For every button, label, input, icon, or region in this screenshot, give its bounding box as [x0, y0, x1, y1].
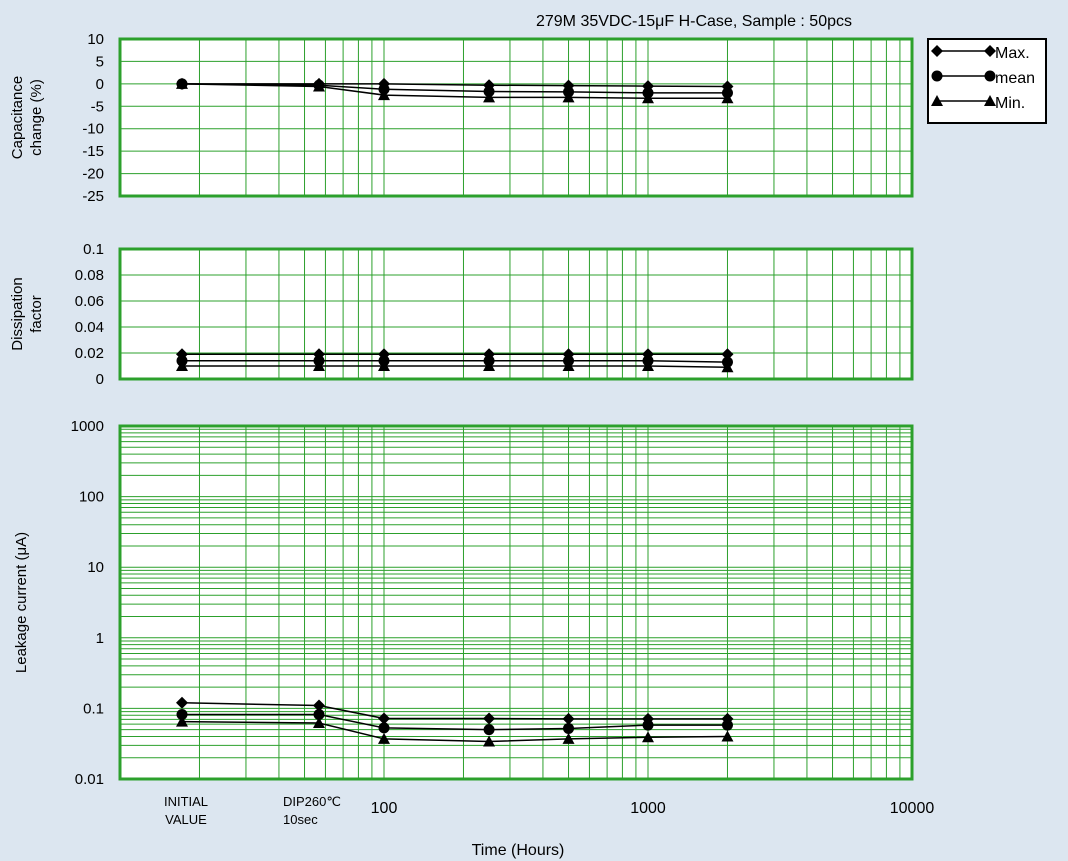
- data-point-triangle: [378, 732, 390, 744]
- y-tick-label: 0.1: [83, 241, 104, 258]
- data-point-triangle: [176, 715, 188, 727]
- legend-marker-circle: [931, 70, 943, 82]
- y-tick-label: 1000: [71, 418, 104, 435]
- y-tick-label: 0.06: [75, 293, 104, 310]
- plot-frame: [118, 247, 914, 381]
- y-tick-label: 0: [96, 76, 104, 93]
- x-tick-label: 100: [371, 800, 398, 817]
- legend-marker-triangle: [984, 95, 996, 106]
- y-tick-label: 0.01: [75, 771, 104, 788]
- y-tick-label: -10: [82, 121, 104, 138]
- data-point-circle: [483, 724, 495, 736]
- y-tick-label: 100: [79, 489, 104, 506]
- series-triangle: [176, 360, 734, 373]
- y-axis-label: Dissipation: [9, 277, 26, 350]
- series-triangle: [176, 715, 734, 747]
- y-tick-label: -20: [82, 166, 104, 183]
- data-point-circle: [642, 719, 654, 731]
- x-axis: INITIAL VALUE DIP260℃ 10sec 100 1000 10000: [164, 794, 934, 827]
- data-point-triangle: [313, 360, 325, 371]
- y-tick-label: -15: [82, 143, 104, 160]
- grid: [120, 39, 912, 196]
- y-tick-label: 0.02: [75, 345, 104, 362]
- data-point-diamond: [483, 712, 496, 725]
- data-point-diamond: [721, 348, 734, 361]
- data-point-triangle: [642, 731, 654, 743]
- y-tick-label: 10: [87, 31, 104, 48]
- data-point-triangle: [721, 730, 734, 742]
- data-point-triangle: [721, 92, 734, 104]
- data-point-circle: [176, 708, 188, 720]
- data-point-triangle: [642, 92, 654, 104]
- data-point-circle: [563, 722, 575, 734]
- legend-marker-diamond: [931, 45, 943, 57]
- y-axis-label: factor: [28, 295, 45, 333]
- data-point-triangle: [562, 91, 575, 103]
- panel-3: 1000 100 10 1 0.1 0.01 Leakage current (μA): [13, 418, 914, 788]
- series-circle: [176, 708, 733, 736]
- data-point-diamond: [562, 712, 575, 725]
- y-tick-label: -25: [82, 188, 104, 205]
- x-axis-label: Time (Hours): [472, 842, 565, 859]
- y-axis-label: change (%): [28, 79, 45, 156]
- x-tick-label: VALUE: [165, 812, 207, 827]
- data-point-triangle: [378, 89, 390, 101]
- x-tick-label: DIP260℃: [283, 794, 341, 809]
- plot-frame: [118, 424, 914, 781]
- x-tick-label: INITIAL: [164, 794, 208, 809]
- y-tick-label: 10: [87, 559, 104, 576]
- y-axis-label: Leakage current (μA): [13, 532, 30, 673]
- legend-marker-diamond: [984, 45, 996, 57]
- data-point-triangle: [176, 77, 188, 89]
- data-point-circle: [721, 719, 733, 731]
- data-point-triangle: [562, 732, 575, 744]
- data-point-triangle: [313, 717, 325, 729]
- data-point-triangle: [483, 735, 496, 747]
- y-axis-label: Capacitance: [9, 76, 26, 159]
- legend-label: Min.: [995, 95, 1025, 112]
- plot-frame: [118, 37, 914, 198]
- data-point-triangle: [378, 360, 390, 371]
- y-tick-label: 0: [96, 371, 104, 388]
- plot-area: [120, 426, 912, 779]
- data-point-triangle: [483, 360, 496, 371]
- data-point-triangle: [642, 360, 654, 371]
- grid: [120, 249, 912, 379]
- data-point-triangle: [176, 360, 188, 371]
- data-point-diamond: [313, 699, 325, 712]
- y-tick-label: 0.1: [83, 700, 104, 717]
- grid: [120, 426, 912, 779]
- x-tick-label: 1000: [630, 800, 666, 817]
- legend-label: mean: [995, 70, 1035, 87]
- data-point-triangle: [562, 360, 575, 371]
- data-point-triangle: [483, 91, 496, 103]
- plot-area: [120, 39, 912, 196]
- panel-2: 0.1 0.08 0.06 0.04 0.02 0 Dissipation factor: [9, 241, 914, 388]
- data-point-diamond: [378, 712, 390, 725]
- data-point-diamond: [176, 696, 188, 709]
- data-point-triangle: [721, 361, 734, 373]
- legend-marker-circle: [984, 70, 996, 82]
- y-tick-label: 0.08: [75, 267, 104, 284]
- legend: Max. mean Min.: [927, 38, 1047, 124]
- y-tick-label: 1: [96, 630, 104, 647]
- legend-marker-triangle: [931, 95, 943, 106]
- x-tick-label: 10sec: [283, 812, 318, 827]
- series-triangle: [176, 77, 734, 104]
- chart-title: 279M 35VDC-15μF H-Case, Sample : 50pcs: [536, 13, 852, 30]
- x-tick-label: 10000: [890, 800, 935, 817]
- data-point-circle: [378, 722, 390, 734]
- panel-1: 10 5 0 -5 -10 -15 -20 -25 Capacitance change (%): [9, 31, 914, 205]
- plot-area: [120, 249, 912, 379]
- data-point-triangle: [313, 80, 325, 92]
- y-tick-label: 5: [96, 53, 104, 70]
- data-point-circle: [313, 708, 325, 720]
- y-tick-label: -5: [91, 98, 104, 115]
- y-tick-label: 0.04: [75, 319, 104, 336]
- legend-label: Max.: [995, 45, 1030, 62]
